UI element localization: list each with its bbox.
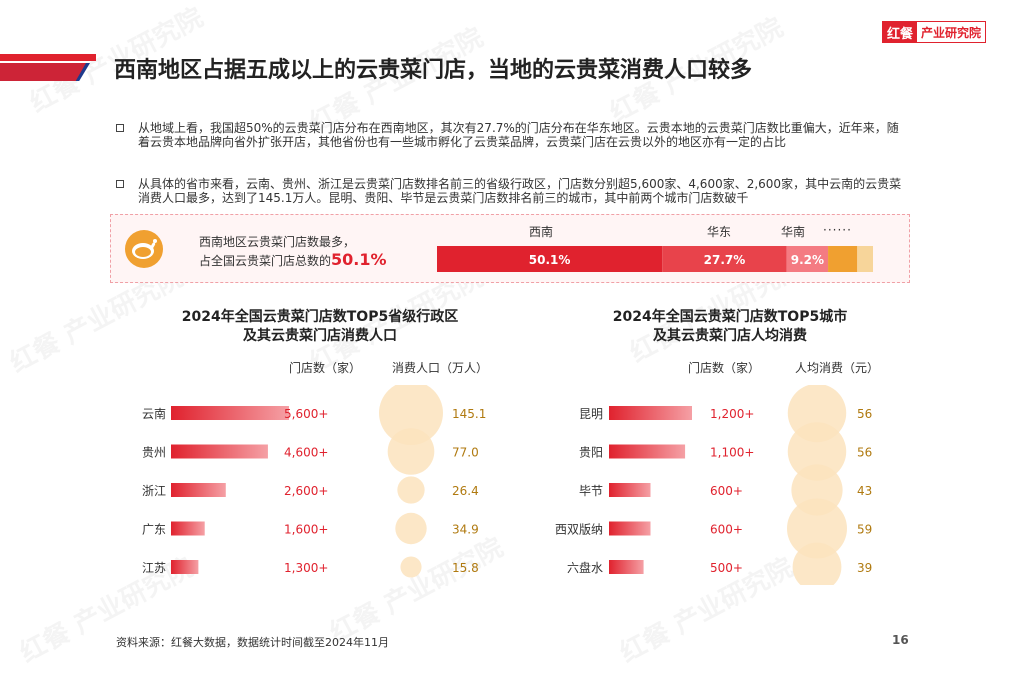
category-label: 昆明 — [579, 407, 603, 421]
share-label: 27.7% — [704, 253, 746, 267]
bubble — [387, 428, 435, 475]
bubble-value-label: 145.1 — [452, 407, 486, 421]
province-bar-chart: 云南 5,600+ 145.1 贵州 4,600+ 77.0 浙江 2,600+ 26.4 广东 1… — [142, 385, 486, 578]
roast-chicken-icon — [125, 230, 163, 268]
value-label: 2,600+ — [284, 484, 328, 498]
chart-title-line2: 及其云贵菜门店人均消费 — [653, 328, 807, 344]
chart-title-line1: 2024年全国云贵菜门店数TOP5城市 — [612, 309, 848, 325]
chart-title-cities: 2024年全国云贵菜门店数TOP5城市 及其云贵菜门店人均消费 — [560, 308, 900, 346]
category-label: 六盘水 — [567, 560, 603, 575]
source-note: 资料来源：红餐大数据，数据统计时间截至2024年11月 — [116, 636, 389, 649]
bubble — [787, 498, 847, 559]
summary-box: 西南地区云贵菜门店数最多， 占全国云贵菜门店总数的50.1% 西南 华东 华南 … — [110, 214, 910, 283]
bubble-value-label: 56 — [857, 407, 872, 421]
col-header-stores: 门店数（家） — [289, 361, 362, 375]
bullet-text: 从地域上看，我国超50%的云贵菜门店分布在西南地区，其次有27.7%的门店分布在… — [138, 121, 899, 149]
summary-line2: 占全国云贵菜门店总数的50.1% — [199, 250, 387, 269]
region-label: 华东 — [707, 225, 732, 239]
share-segment — [786, 246, 829, 272]
share-segment — [662, 246, 787, 272]
bubble-value-label: 56 — [857, 446, 872, 460]
bar — [609, 560, 644, 574]
bar — [171, 560, 199, 574]
value-label: 1,300+ — [284, 561, 328, 575]
value-label: 4,600+ — [284, 446, 328, 460]
category-label: 云南 — [142, 406, 166, 421]
share-label: 9.2% — [791, 253, 824, 267]
bubble-value-label: 43 — [857, 484, 872, 498]
category-label: 贵州 — [142, 446, 166, 460]
summary-line1: 西南地区云贵菜门店数最多， — [199, 235, 356, 249]
category-label: 广东 — [142, 523, 166, 537]
bar — [609, 406, 692, 420]
value-label: 600+ — [710, 523, 743, 537]
bubble-value-label: 77.0 — [452, 446, 479, 460]
summary-highlight: 50.1% — [331, 250, 387, 269]
chart-title-provinces: 2024年全国云贵菜门店数TOP5省级行政区 及其云贵菜门店消费人口 — [150, 308, 490, 346]
share-segment — [828, 246, 858, 272]
region-label: 西南 — [529, 225, 554, 239]
bar — [171, 521, 205, 536]
logo-part2: 产业研究院 — [921, 25, 982, 40]
bullet-square-icon — [116, 180, 124, 188]
bubble-value-label: 15.8 — [452, 561, 479, 575]
bar — [171, 444, 268, 459]
page-title: 西南地区占据五成以上的云贵菜门店，当地的云贵菜消费人口较多 — [114, 58, 753, 83]
share-segment — [437, 246, 663, 272]
summary-line2-prefix: 占全国云贵菜门店总数的 — [199, 254, 332, 268]
bubble-value-label: 59 — [857, 523, 872, 537]
bubble-value-label: 26.4 — [452, 484, 479, 498]
bar — [609, 444, 686, 459]
region-label: 华南 — [781, 225, 806, 239]
category-label: 江苏 — [142, 561, 166, 575]
value-label: 5,600+ — [284, 407, 328, 421]
region-label: ······ — [823, 223, 852, 237]
value-label: 600+ — [710, 484, 743, 498]
bubble — [395, 512, 427, 545]
bubble-value-label: 39 — [857, 561, 872, 575]
col-header-spending: 人均消费（元） — [795, 361, 880, 375]
bar — [609, 483, 651, 497]
chart-title-line1: 2024年全国云贵菜门店数TOP5省级行政区 — [181, 309, 459, 325]
brand-logo: 红餐 产业研究院 — [882, 21, 987, 43]
bubble — [379, 385, 443, 445]
bar — [609, 521, 651, 536]
city-bar-chart: 昆明 1,200+ 56 贵阳 1,100+ 56 毕节 600+ 43 西双版纳 600+ 59 六盘… — [555, 385, 872, 585]
share-label: 50.1% — [529, 253, 571, 267]
value-label: 1,100+ — [710, 446, 754, 460]
category-label: 贵阳 — [579, 446, 603, 460]
bullet-square-icon — [116, 124, 124, 132]
category-label: 毕节 — [579, 484, 603, 498]
category-label: 西双版纳 — [555, 523, 603, 537]
col-header-population: 消费人口（万人） — [392, 361, 489, 375]
share-segment — [857, 246, 873, 272]
category-label: 浙江 — [142, 484, 166, 498]
bullet-text: 从具体的省市来看，云南、贵州、浙江是云贵菜门店数排名前三的省级行政区，门店数分别… — [138, 177, 902, 205]
value-label: 500+ — [710, 561, 743, 575]
col-header-stores: 门店数（家） — [688, 361, 761, 375]
bubble — [400, 556, 422, 578]
bubble — [397, 476, 425, 504]
value-label: 1,200+ — [710, 407, 754, 421]
bar — [171, 406, 289, 420]
bubble — [792, 542, 842, 585]
bullet-item: 从地域上看，我国超50%的云贵菜门店分布在西南地区，其次有27.7%的门店分布在… — [116, 121, 906, 149]
region-share-bar: 50.1% 27.7% 9.2% — [437, 246, 873, 272]
bubble — [787, 422, 847, 481]
bullet-item: 从具体的省市来看，云南、贵州、浙江是云贵菜门店数排名前三的省级行政区，门店数分别… — [116, 177, 906, 205]
page-number: 16 — [892, 633, 909, 647]
value-label: 1,600+ — [284, 523, 328, 537]
logo-part1: 红餐 — [883, 22, 918, 42]
bar — [171, 483, 226, 497]
chart-title-line2: 及其云贵菜门店消费人口 — [243, 328, 397, 344]
bubble-value-label: 34.9 — [452, 523, 479, 537]
header-decoration — [0, 54, 96, 82]
